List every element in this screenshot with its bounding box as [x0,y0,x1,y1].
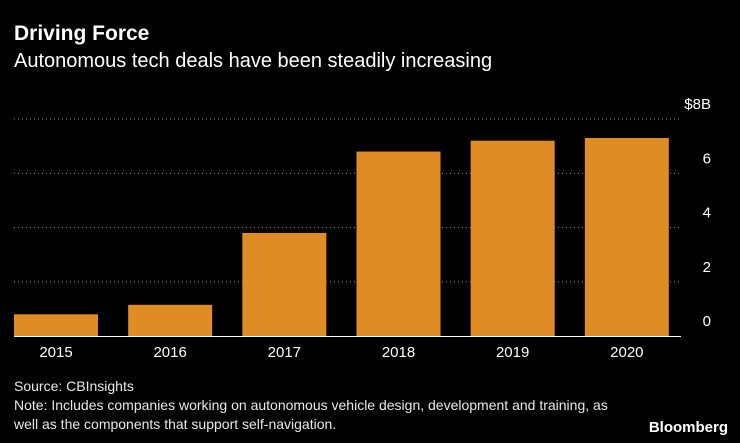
source-note: Source: CBInsights [14,378,134,394]
bloomberg-logo: Bloomberg [648,419,728,436]
bar [356,151,441,336]
y-tick-label: 2 [703,259,711,276]
x-tick-label: 2015 [39,344,72,361]
bar [470,140,555,336]
x-tick-label: 2020 [610,344,643,361]
y-tick-label: 4 [703,205,711,222]
y-tick-label: 6 [703,150,711,167]
x-tick-label: 2019 [496,344,529,361]
y-tick-label: $8B [684,96,711,113]
chart-title: Driving Force [14,22,150,45]
bar [14,314,98,336]
y-tick-label: 0 [703,313,711,330]
x-tick-label: 2016 [153,344,186,361]
x-tick-label: 2017 [268,344,301,361]
bar [242,232,327,336]
chart-subtitle: Autonomous tech deals have been steadily… [14,50,493,72]
x-tick-label: 2018 [382,344,415,361]
bar [128,304,213,336]
footnote: Note: Includes companies working on auto… [14,397,608,432]
bar [584,137,669,336]
